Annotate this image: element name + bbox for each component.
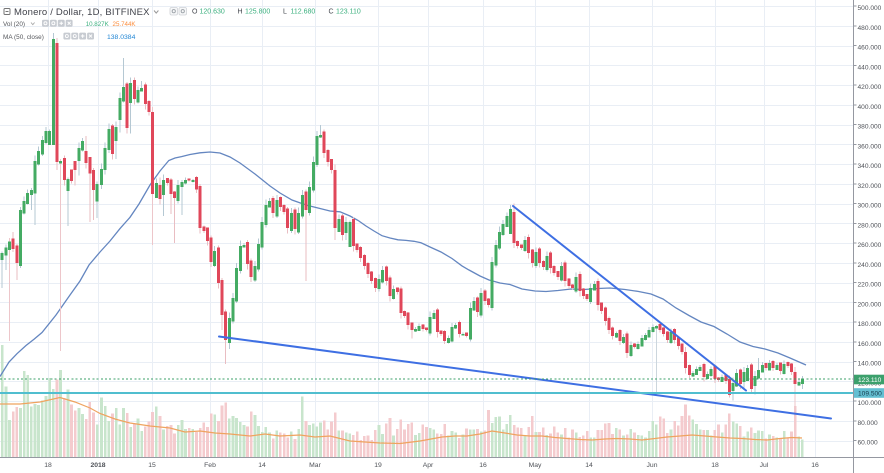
svg-text:2018: 2018 [90, 462, 105, 469]
svg-text:125.800: 125.800 [245, 9, 270, 16]
svg-text:60.000: 60.000 [858, 440, 879, 447]
svg-text:200.000: 200.000 [858, 301, 882, 308]
svg-text:112.680: 112.680 [291, 9, 316, 16]
svg-text:320.000: 320.000 [858, 183, 882, 190]
svg-text:Feb: Feb [204, 462, 216, 469]
svg-text:123.110: 123.110 [336, 9, 361, 16]
svg-text:16: 16 [479, 462, 487, 469]
svg-text:MA (50, close): MA (50, close) [3, 34, 44, 41]
svg-text:Jul: Jul [760, 462, 769, 469]
svg-text:10.827K: 10.827K [86, 21, 110, 28]
svg-text:480.000: 480.000 [858, 25, 882, 32]
svg-text:240.000: 240.000 [858, 262, 882, 269]
svg-text:Jun: Jun [647, 462, 658, 469]
svg-text:138.0384: 138.0384 [107, 34, 136, 41]
svg-text:14: 14 [258, 462, 266, 469]
svg-text:400.000: 400.000 [858, 104, 882, 111]
svg-text:80.000: 80.000 [858, 420, 879, 427]
svg-text:420.000: 420.000 [858, 84, 882, 91]
svg-text:380.000: 380.000 [858, 124, 882, 131]
svg-text:16: 16 [811, 462, 819, 469]
svg-text:260.000: 260.000 [858, 242, 882, 249]
svg-text:340.000: 340.000 [858, 163, 882, 170]
svg-text:C: C [329, 9, 334, 16]
svg-text:220.000: 220.000 [858, 282, 882, 289]
svg-text:460.000: 460.000 [858, 45, 882, 52]
svg-text:Monero / Dollar, 1D, BITFINEX: Monero / Dollar, 1D, BITFINEX [14, 7, 150, 18]
svg-text:300.000: 300.000 [858, 203, 882, 210]
svg-text:120.630: 120.630 [200, 9, 225, 16]
svg-text:19: 19 [374, 462, 382, 469]
svg-text:O: O [192, 9, 198, 16]
svg-text:14: 14 [585, 462, 593, 469]
svg-text:280.000: 280.000 [858, 222, 882, 229]
svg-text:109.500: 109.500 [858, 391, 882, 398]
svg-text:May: May [529, 462, 542, 469]
svg-text:18: 18 [44, 462, 52, 469]
svg-text:25.744K: 25.744K [113, 21, 137, 28]
svg-text:15: 15 [148, 462, 156, 469]
svg-text:123.110: 123.110 [858, 377, 882, 384]
svg-text:500.000: 500.000 [858, 5, 882, 12]
svg-text:Vol (20): Vol (20) [3, 21, 25, 28]
svg-text:140.000: 140.000 [858, 361, 882, 368]
svg-text:440.000: 440.000 [858, 64, 882, 71]
svg-text:L: L [283, 9, 287, 16]
svg-text:100.000: 100.000 [858, 400, 882, 407]
svg-text:180.000: 180.000 [858, 321, 882, 328]
svg-text:H: H [238, 9, 243, 16]
svg-text:160.000: 160.000 [858, 341, 882, 348]
svg-text:360.000: 360.000 [858, 143, 882, 150]
svg-text:18: 18 [711, 462, 719, 469]
svg-text:Apr: Apr [423, 462, 434, 469]
svg-text:Mar: Mar [309, 462, 321, 469]
